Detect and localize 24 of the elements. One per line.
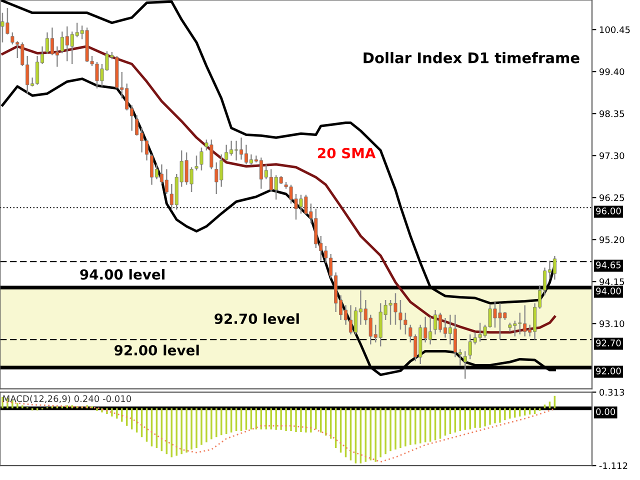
annotation: 20 SMA bbox=[318, 148, 376, 158]
candlestick bbox=[463, 350, 467, 380]
y-tick-label: 94.15 bbox=[600, 278, 624, 286]
annotation: 92.70 level bbox=[214, 313, 299, 324]
y-tick-label: 100.45 bbox=[600, 26, 630, 34]
ref-line-label: 96.00 bbox=[596, 208, 621, 214]
y-tick-label: 99.40 bbox=[600, 68, 624, 76]
y-tick-label: 95.20 bbox=[600, 236, 624, 244]
annotation: 94.00 level bbox=[80, 268, 164, 280]
y-tick-label: 97.30 bbox=[600, 152, 624, 160]
candlestick bbox=[200, 146, 204, 172]
ref-line-label: 94.65 bbox=[596, 262, 621, 268]
ref-line-label: 0.00 bbox=[596, 408, 616, 416]
candlestick bbox=[194, 154, 198, 172]
y-tick-label: -1.112 bbox=[599, 462, 628, 470]
text: Dollar Index D1 timeframe bbox=[364, 52, 580, 64]
ref-line-label: 92.70 bbox=[596, 340, 621, 346]
y-tick-label: 0.313 bbox=[600, 388, 624, 396]
annotation: 92.00 level bbox=[114, 344, 199, 356]
ref-line-label: 92.00 bbox=[596, 368, 621, 374]
y-tick-label: 96.25 bbox=[600, 194, 624, 202]
y-tick-label: 98.35 bbox=[600, 110, 624, 118]
y-tick-label: 93.10 bbox=[600, 320, 624, 328]
ref-line-label: 94.00 bbox=[596, 288, 621, 294]
